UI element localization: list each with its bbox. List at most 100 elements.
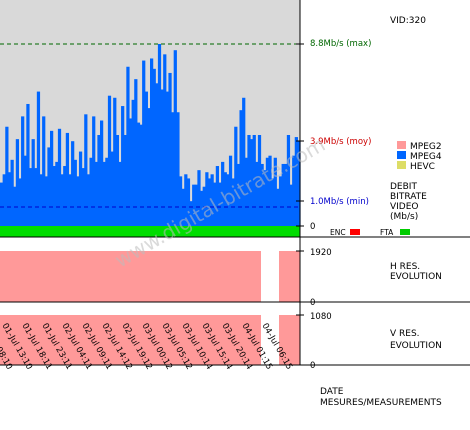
bitrate-bar — [63, 166, 67, 226]
bitrate-bar — [252, 135, 256, 226]
vres-top-label: 1080 — [310, 312, 332, 322]
bitrate-bar — [60, 174, 64, 226]
bitrate-bar — [150, 58, 154, 227]
vres-title-line-1: V RES. — [390, 329, 420, 339]
bitrate-bar — [202, 186, 206, 226]
bitrate-bar — [236, 163, 241, 226]
bitrate-bar — [52, 166, 56, 226]
bitrate-bar — [294, 137, 298, 226]
bitrate-bar — [2, 174, 6, 226]
bitrate-bar — [192, 184, 196, 226]
bitrate-bar — [178, 176, 183, 226]
bitrate-bar — [281, 163, 285, 226]
bitrate-bar — [276, 188, 280, 226]
bitrate-bar — [168, 72, 172, 226]
bitrate-bar — [255, 161, 259, 226]
bitrate-bar — [194, 184, 198, 226]
bitrate-bar — [284, 163, 288, 226]
bitrate-bar — [213, 182, 217, 226]
bitrate-bar — [26, 103, 30, 226]
bitrate-bar — [86, 174, 91, 226]
bitrate-bar — [113, 97, 117, 227]
vres-bar-1 — [0, 315, 261, 365]
bitrate-bar — [257, 135, 262, 226]
bitrate-bar — [139, 124, 143, 226]
bitrate-bar — [123, 135, 127, 226]
bitrate-bar — [128, 118, 133, 226]
bitrate-bar — [247, 135, 251, 226]
bitrate-bar — [289, 184, 293, 226]
bitrate-bar — [173, 50, 177, 227]
enc-label: ENC — [330, 228, 346, 237]
bitrate-bar — [292, 155, 296, 226]
bitrate-bar — [147, 108, 151, 226]
bitrate-bar — [223, 172, 227, 226]
bitrate-bar — [31, 139, 35, 226]
bitrate-bar — [0, 182, 4, 226]
bitrate-bar — [21, 116, 25, 226]
bitrate-bar — [210, 174, 214, 226]
bitrate-bar — [126, 66, 130, 226]
bitrate-bar — [268, 155, 272, 226]
bitrate-bar — [155, 83, 159, 226]
bitrate-bar — [286, 135, 291, 226]
bitrate-bar — [184, 174, 188, 226]
bitrate-bar — [36, 91, 41, 226]
bitrate-bar — [165, 91, 170, 226]
avg-label: 3.9Mb/s (moy) — [310, 137, 371, 147]
bitrate-bar — [163, 54, 167, 227]
bitrate-bar — [144, 91, 148, 226]
bitrate-bar — [297, 141, 301, 226]
x-axis-title-line-2: MESURES/MEASUREMENTS — [320, 398, 442, 408]
max-label: 8.8Mb/s (max) — [310, 39, 371, 49]
bitrate-bar — [260, 163, 264, 226]
legend-mpeg2-label: MPEG2 — [410, 142, 442, 152]
vres-bar-2 — [279, 315, 300, 365]
bitrate-bar — [215, 166, 220, 226]
vid-label: VID:320 — [390, 16, 426, 26]
legend-mpeg4-swatch — [397, 151, 406, 159]
bitrate-bar — [23, 155, 27, 226]
bitrate-bar — [89, 157, 93, 226]
bitrate-bar — [242, 97, 246, 227]
bitrate-bar — [157, 44, 162, 226]
bitrate-bar — [94, 161, 98, 226]
bitrate-bar — [105, 157, 109, 226]
bitrate-bar — [176, 112, 180, 226]
vres-zero-label: 0 — [310, 361, 315, 371]
bitrate-bar — [102, 161, 106, 226]
bitrate-bar — [7, 172, 12, 226]
bitrate-bar — [200, 190, 204, 226]
bitrate-bar — [186, 178, 191, 226]
bitrate-bar — [205, 172, 209, 226]
bitrate-title-line-2: BITRATE — [390, 192, 427, 202]
bitrate-bar — [34, 168, 38, 226]
bitrate-bar — [118, 161, 122, 226]
bitrate-bar — [10, 159, 14, 226]
bitrate-bar — [39, 174, 43, 226]
legend-mpeg2-swatch — [397, 141, 406, 149]
hres-zero-label: 0 — [310, 298, 315, 308]
bitrate-bar — [18, 178, 22, 226]
vres-title-line-2: EVOLUTION — [390, 341, 442, 351]
bitrate-title-line-4: (Mb/s) — [390, 212, 418, 222]
bitrate-bar — [76, 176, 80, 226]
bitrate-bar — [263, 170, 267, 226]
legend-mpeg4-label: MPEG4 — [410, 152, 442, 162]
bitrate-bar — [278, 176, 283, 226]
bitrate-bar — [207, 178, 212, 226]
bitrate-bar — [189, 201, 193, 226]
bitrate-bar — [142, 60, 146, 226]
bitrate-bar — [97, 135, 101, 226]
fta-swatch — [400, 229, 410, 235]
bitrate-bar — [160, 89, 164, 226]
hres-bar-1 — [0, 251, 261, 302]
bitrate-bar — [100, 120, 104, 226]
bitrate-bar — [234, 126, 238, 226]
bitrate-bar — [110, 151, 114, 226]
bitrate-bar — [265, 157, 270, 226]
bitrate-bar — [231, 178, 235, 226]
hres-title-line-1: H RES. — [390, 262, 420, 272]
hres-bar-2 — [279, 251, 300, 302]
